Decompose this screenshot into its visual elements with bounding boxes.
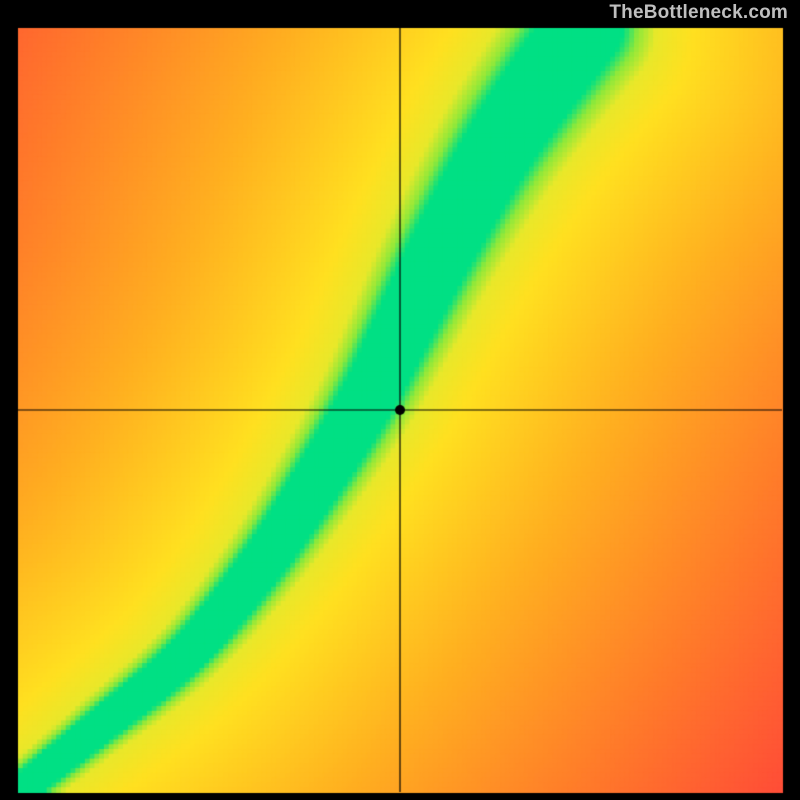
heatmap-canvas: [0, 0, 800, 800]
watermark-text: TheBottleneck.com: [609, 2, 788, 24]
figure-root: TheBottleneck.com: [0, 0, 800, 800]
